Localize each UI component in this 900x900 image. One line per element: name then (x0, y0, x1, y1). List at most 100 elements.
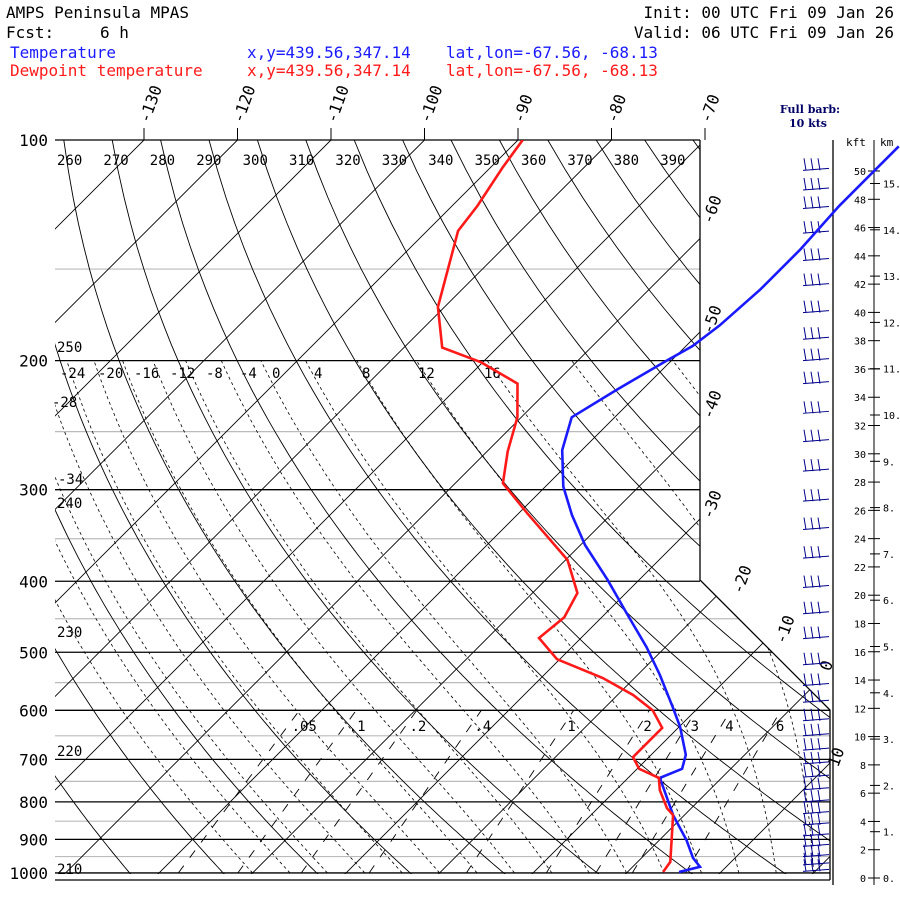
wind-barbs (802, 158, 830, 872)
wind-barb (802, 489, 830, 502)
kft-tick-label: 6 (860, 789, 866, 800)
pressure-label: 900 (19, 830, 48, 849)
isotherm-label-top: -100 (415, 83, 446, 126)
barb-tick (817, 273, 821, 286)
barb-tick (803, 221, 807, 234)
isotherm-label-top: -120 (228, 83, 259, 126)
dry-adiabat (63, 140, 523, 874)
barb-tick (803, 777, 807, 790)
barb-tick (810, 273, 814, 286)
barb-tick (817, 751, 821, 764)
barb-staff (802, 774, 830, 778)
pressure-label: 200 (19, 352, 48, 371)
theta-label-top: 360 (521, 153, 546, 169)
isotherm (55, 140, 145, 874)
barb-tick (810, 708, 814, 721)
barb-staff (802, 868, 830, 872)
barb-tick (810, 459, 814, 472)
wind-barb (802, 546, 830, 559)
barb-tick (803, 801, 807, 814)
barb-staff (802, 585, 830, 589)
kft-tick-label: 42 (854, 280, 866, 291)
wind-barb (802, 429, 830, 443)
barb-tick (810, 652, 814, 665)
wind-barb (802, 517, 830, 531)
barb-tick (817, 248, 821, 261)
barb-tick (810, 844, 814, 857)
moist-adiabat (416, 360, 740, 873)
barb-tick (810, 158, 814, 171)
pressure-label: 800 (19, 793, 48, 812)
barb-tick (817, 823, 821, 836)
barb-staff (802, 527, 830, 531)
isotherm (55, 140, 706, 874)
plot-border-right (699, 140, 831, 880)
mixing-ratio-line (368, 710, 482, 874)
barb-tick (810, 789, 814, 802)
mixing-ratio-label: 2 (643, 719, 651, 735)
valid-time: Valid: 06 UTC Fri 09 Jan 26 (633, 23, 894, 42)
wind-barb (802, 673, 830, 687)
kft-tick-label: 28 (854, 478, 866, 489)
barb-tick (803, 575, 807, 588)
barb-staff (802, 822, 830, 826)
kft-tick-label: 18 (854, 619, 866, 630)
barb-tick (817, 859, 821, 872)
barb-tick (817, 196, 821, 209)
km-tick-label: 5. (883, 643, 895, 654)
barb-tick (817, 844, 821, 857)
barb-tick (810, 801, 814, 814)
dry-adiabat (55, 140, 428, 874)
mixing-ratio-line (466, 710, 575, 874)
wind-barb (802, 751, 830, 765)
wind-barb (802, 708, 830, 722)
moist-adiabat (93, 360, 440, 874)
barb-staff (802, 636, 830, 640)
barb-tick (803, 177, 807, 191)
moist-adiabat (571, 360, 814, 873)
dewpoint-line (436, 140, 675, 873)
isotherm-label-right: -10 (771, 613, 799, 647)
kft-tick-label: 16 (854, 648, 866, 659)
barb-tick (803, 789, 807, 802)
barb-tick (817, 348, 821, 361)
barb-tick (817, 546, 821, 559)
theta-label-top: 290 (196, 153, 221, 169)
theta-label-left: 210 (57, 862, 82, 878)
isotherm (517, 140, 830, 874)
barb-tick (817, 575, 821, 588)
dry-adiabat (0, 140, 48, 888)
barb-staff (802, 381, 830, 385)
profile-series (436, 140, 900, 874)
barb-tick (810, 348, 814, 361)
barb-staff (802, 336, 830, 340)
barb-tick (803, 626, 807, 639)
barb-staff (802, 611, 830, 615)
theta-label-top: 390 (660, 153, 685, 169)
dry-adiabat (208, 140, 807, 874)
temperature-line (560, 145, 900, 874)
plot-frame (55, 139, 831, 881)
kft-tick-label: 38 (854, 337, 866, 348)
barb-tick (803, 844, 807, 857)
barb-tick (810, 764, 814, 778)
wind-barb (802, 401, 830, 414)
mixing-ratio-line (545, 710, 650, 874)
mixing-ratio-label: 4 (725, 719, 733, 735)
mixing-ratio-line (595, 710, 697, 874)
kft-tick-label: 32 (854, 422, 866, 433)
wind-barb (802, 812, 830, 826)
mixing-ratio-line (300, 710, 418, 874)
kft-tick-label: 12 (854, 704, 866, 715)
isotherm (704, 140, 830, 874)
isotherm-label-top: -70 (696, 92, 724, 126)
barb-staff (802, 718, 830, 722)
theta-label-left: 240 (57, 496, 82, 512)
barb-staff (802, 811, 830, 815)
barb-tick (803, 708, 807, 721)
barb-tick (810, 626, 814, 639)
dry-adiabat (256, 140, 830, 874)
barb-tick (803, 348, 807, 361)
km-tick-label: 7. (883, 550, 895, 561)
init-time: Init: 00 UTC Fri 09 Jan 26 (643, 3, 894, 22)
